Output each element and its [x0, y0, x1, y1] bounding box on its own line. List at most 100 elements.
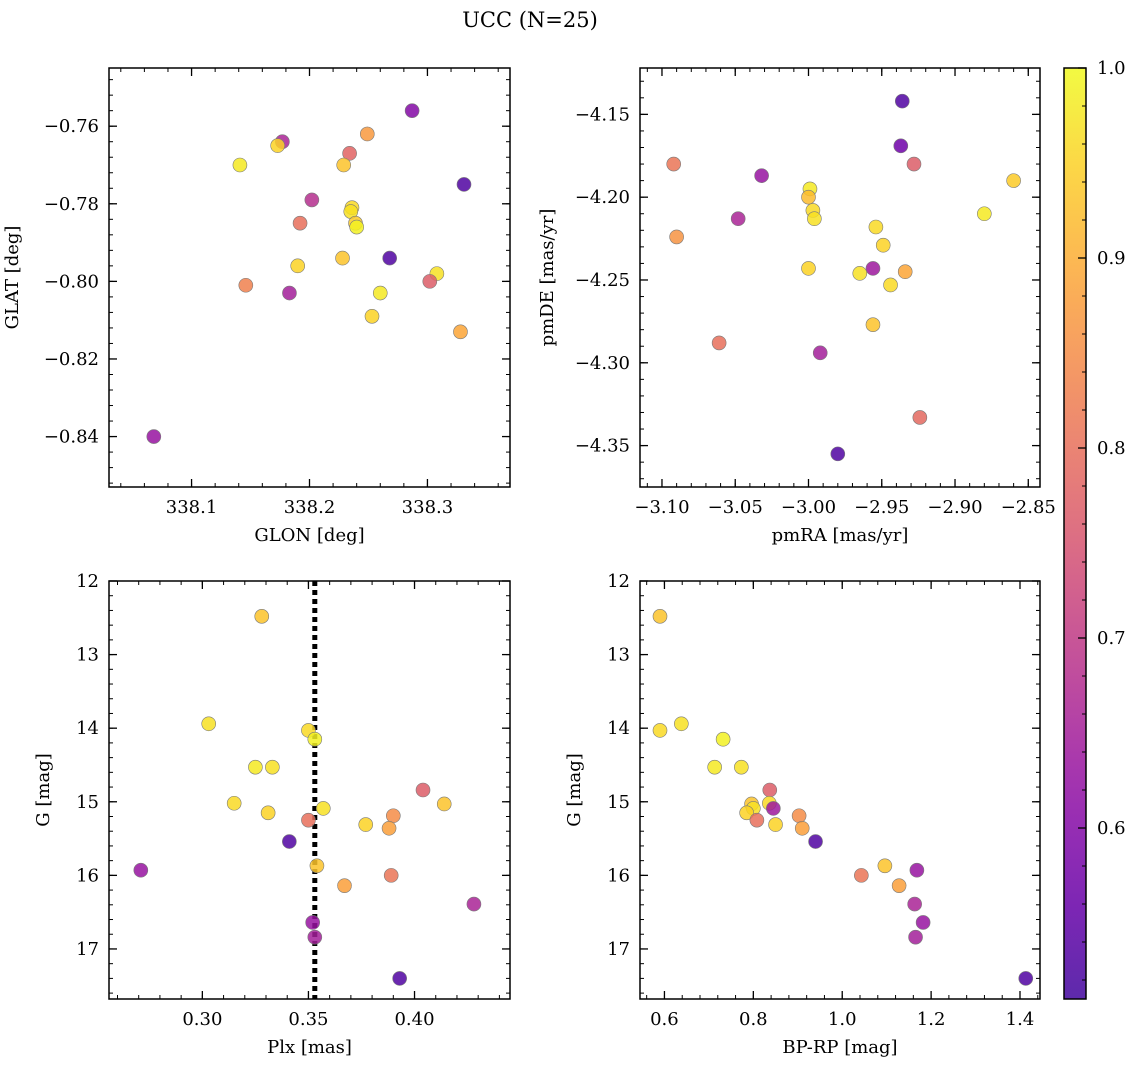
scatter-point: [912, 410, 928, 425]
panels: 338.1 338.2 338.3 −0.84 −0.82 −0.80 −0.78 −0.76…: [2, 67, 1056, 1058]
scatter-point: [382, 250, 398, 266]
scatter-point: [907, 896, 922, 912]
x-tick-label: 0.40: [394, 1009, 434, 1030]
y-tick-label: −0.80: [44, 271, 99, 292]
scatter-point: [766, 801, 781, 816]
scatter-point: [146, 429, 162, 444]
colorbar-tick-label: 0.8: [1097, 438, 1126, 459]
scatter-point: [877, 858, 893, 874]
scatter-point: [226, 795, 242, 811]
scatter-point: [372, 285, 388, 301]
scatter-point: [666, 156, 681, 172]
x-tick-label: −3.00: [781, 497, 836, 518]
y-tick-label: −4.20: [575, 187, 630, 208]
scatter-point: [133, 862, 149, 878]
scatter-point: [270, 138, 285, 153]
scatter-point: [201, 716, 217, 732]
scatter-point: [307, 731, 323, 747]
minor-ticks: [640, 68, 1040, 487]
scatter-point: [386, 808, 401, 824]
y-tick-label: 12: [607, 571, 630, 592]
scatter-points: [652, 609, 1034, 986]
y-axis-label: G [mag]: [564, 753, 585, 826]
x-tick-label: 0.35: [288, 1009, 328, 1030]
colorbar-tick-label: 1.0: [1097, 58, 1126, 79]
x-axis-label: Plx [mas]: [267, 1037, 352, 1058]
scatter-point: [1018, 971, 1034, 986]
y-tick-label: −4.25: [575, 270, 630, 291]
scatter-point: [436, 796, 452, 812]
scatter-point: [734, 759, 749, 775]
y-tick-label: 16: [76, 865, 99, 886]
x-tick-label: 0.8: [739, 1009, 768, 1030]
scatter-point: [915, 915, 931, 930]
colorbar-gradient: [1063, 67, 1087, 1000]
y-axis-label: pmDE [mas/yr]: [537, 209, 558, 347]
axes-frame: [639, 67, 1041, 488]
colorbar-tick-label: 0.6: [1097, 818, 1126, 839]
scatter-point: [897, 264, 913, 280]
scatter-point: [652, 723, 668, 738]
scatter-point: [865, 261, 881, 276]
panel-4: 0.6 0.8 1.0 1.2 1.4 12 13 14 15 16 17 BP-RP [mag] G …: [564, 571, 1041, 1058]
scatter-point: [254, 609, 270, 624]
scatter-point: [335, 250, 350, 266]
scatter-point: [893, 138, 909, 154]
scatter-point: [358, 817, 374, 832]
axes-frame: [639, 580, 1041, 1000]
scatter-point: [868, 219, 884, 235]
scatter-point: [453, 324, 468, 340]
scatter-point: [908, 929, 923, 945]
minor-ticks: [109, 68, 510, 487]
scatter-point: [749, 812, 765, 828]
scatter-point: [392, 971, 407, 986]
scatter-point: [337, 878, 352, 893]
scatter-point: [260, 805, 276, 821]
scatter-point: [305, 915, 320, 930]
scatter-point: [711, 335, 727, 351]
scatter-point: [232, 157, 248, 173]
scatter-point: [730, 211, 746, 227]
scatter-point: [801, 261, 816, 276]
x-tick-label: 0.30: [182, 1009, 222, 1030]
scatter-point: [794, 820, 810, 836]
x-tick-label: 338.1: [166, 497, 218, 518]
scatter-point: [909, 862, 925, 878]
colorbar-tick-label: 0.7: [1097, 628, 1126, 649]
y-tick-label: −0.78: [44, 194, 99, 215]
scatter-point: [652, 609, 668, 624]
scatter-point: [364, 308, 380, 324]
y-tick-label: 14: [607, 718, 630, 739]
axes-frame: [108, 67, 511, 488]
x-tick-label: 1.0: [828, 1009, 857, 1030]
scatter-point: [715, 731, 731, 747]
scatter-point: [852, 266, 868, 281]
scatter-point: [301, 812, 316, 828]
scatter-point: [466, 896, 482, 912]
scatter-point: [415, 782, 431, 798]
scatter-point: [807, 211, 822, 227]
x-tick-label: −3.10: [634, 497, 689, 518]
x-tick-label: 1.4: [1006, 1009, 1035, 1030]
y-axis-label: GLAT [deg]: [2, 226, 23, 330]
scatter-point: [977, 206, 992, 222]
colorbar: 0.6 0.7 0.8 0.9 1.0: [1063, 58, 1126, 1000]
scatter-point: [674, 716, 689, 732]
scatter-points: [666, 93, 1021, 462]
y-tick-label: 15: [607, 792, 630, 813]
x-tick-label: 338.2: [284, 497, 336, 518]
y-tick-label: 13: [607, 645, 630, 666]
y-tick-label: −0.84: [44, 427, 99, 448]
x-tick-label: −3.05: [708, 497, 763, 518]
scatter-point: [349, 219, 364, 235]
scatter-point: [875, 237, 891, 253]
scatter-points: [133, 609, 482, 986]
scatter-point: [282, 285, 297, 301]
scatter-point: [801, 189, 816, 205]
scatter-point: [336, 157, 352, 173]
y-tick-label: 14: [76, 718, 99, 739]
scatter-point: [894, 93, 910, 109]
scatter-point: [762, 782, 778, 798]
figure-title: UCC (N=25): [462, 8, 598, 32]
